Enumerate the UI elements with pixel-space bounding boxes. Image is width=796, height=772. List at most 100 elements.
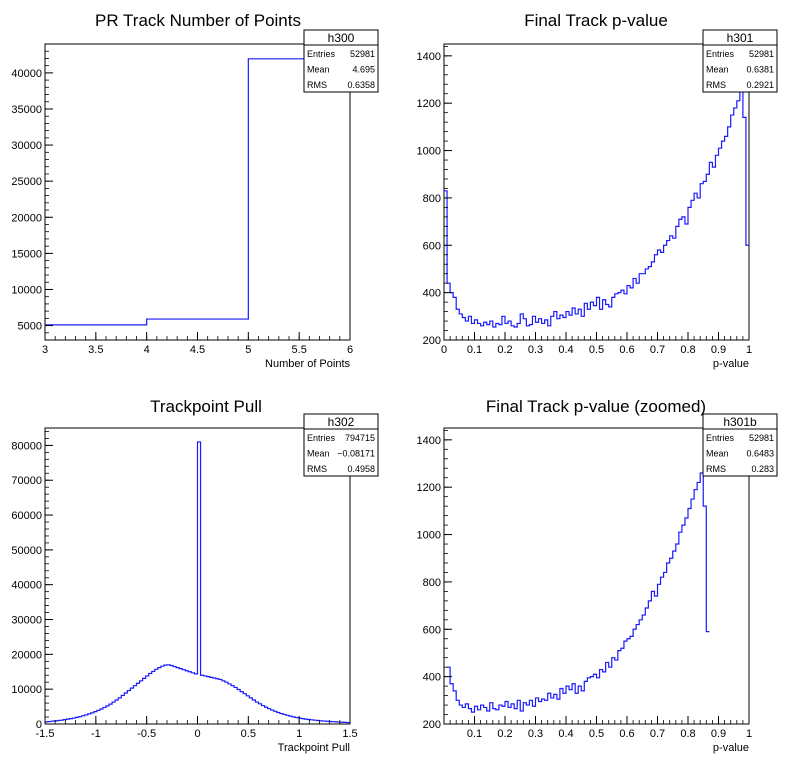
y-tick-label: 80000 [11, 440, 42, 452]
x-tick-label: 0.6 [619, 344, 634, 356]
y-tick-label: 1000 [417, 146, 441, 158]
stats-label: Entries [307, 49, 336, 59]
y-tick-label: 200 [423, 335, 441, 347]
x-tick-label: 1.5 [342, 728, 357, 740]
stats-value: 0.6381 [746, 65, 774, 75]
y-tick-label: 800 [423, 193, 441, 205]
x-tick-label: 4 [144, 344, 150, 356]
y-tick-label: 40000 [11, 68, 42, 80]
stats-label: Mean [307, 449, 330, 459]
stats-label: Mean [706, 449, 729, 459]
y-tick-label: 400 [423, 288, 441, 300]
stats-value: 4.695 [352, 65, 375, 75]
x-tick-label: 0.9 [711, 344, 726, 356]
x-axis-label: p-value [713, 358, 749, 370]
stats-label: Entries [706, 433, 735, 443]
histogram-series [444, 88, 749, 328]
x-tick-label: 3 [42, 344, 48, 356]
stats-label: RMS [307, 80, 327, 90]
y-tick-label: 20000 [11, 212, 42, 224]
stats-value: 794715 [345, 433, 375, 443]
histogram-series [45, 58, 350, 326]
histogram-series [447, 472, 710, 713]
histogram-panel-1: PR Track Number of Points 3 3.5 4 4.5 5 5.5 6 50… [11, 11, 379, 370]
stats-value: 52981 [749, 49, 774, 59]
x-tick-label: 0.2 [497, 728, 512, 740]
histogram-panel-3: Trackpoint Pull -1.5 -1 -0.5 0 0.5 1 1.5 0 10000 2… [11, 397, 379, 754]
stats-label: RMS [706, 464, 726, 474]
x-tick-label: 0.4 [558, 344, 573, 356]
x-tick-label: 0.6 [619, 728, 634, 740]
y-tick-label: 60000 [11, 510, 42, 522]
stats-box-frame [702, 29, 778, 93]
x-tick-label: 0.5 [589, 344, 604, 356]
y-tick-label: 30000 [11, 615, 42, 627]
y-tick-label: 10000 [11, 284, 42, 296]
x-tick-label: 1 [296, 728, 302, 740]
y-tick-label: 5000 [18, 321, 42, 333]
x-tick-label: 0.1 [467, 728, 482, 740]
stats-label: RMS [706, 80, 726, 90]
stats-box-frame [303, 413, 379, 477]
plot-title: Trackpoint Pull [150, 397, 262, 416]
y-tick-label: 70000 [11, 475, 42, 487]
stats-value: 52981 [350, 49, 375, 59]
stats-name: h300 [328, 31, 355, 45]
stats-label: Mean [706, 65, 729, 75]
x-tick-label: 0.5 [589, 728, 604, 740]
stats-box-frame [702, 413, 778, 477]
stats-box: h301b Entries 52981 Mean 0.6483 RMS 0.283 [702, 413, 778, 477]
x-tick-label: 0.7 [650, 728, 665, 740]
x-tick-label: 3.5 [88, 344, 103, 356]
stats-box: h301 Entries 52981 Mean 0.6381 RMS 0.2921 [702, 29, 778, 93]
y-tick-label: 40000 [11, 580, 42, 592]
x-tick-label: 0.9 [711, 728, 726, 740]
x-tick-label: 0.7 [650, 344, 665, 356]
x-tick-label: -0.5 [137, 728, 156, 740]
stats-value: 0.283 [751, 464, 774, 474]
stats-box-frame [303, 29, 379, 93]
plot-title: PR Track Number of Points [95, 11, 301, 30]
stats-box: h302 Entries 794715 Mean −0.08171 RMS 0.4958 [303, 413, 379, 477]
histogram-series [45, 441, 350, 724]
x-tick-label: 6 [347, 344, 353, 356]
y-tick-label: 20000 [11, 649, 42, 661]
y-tick-label: 800 [423, 577, 441, 589]
y-tick-label: 1400 [417, 51, 441, 63]
y-tick-label: 200 [423, 719, 441, 731]
y-tick-label: 600 [423, 240, 441, 252]
stats-value: 52981 [749, 433, 774, 443]
y-tick-label: 1200 [417, 482, 441, 494]
stats-value: 0.2921 [746, 80, 774, 90]
stats-value: 0.6483 [746, 449, 774, 459]
stats-box: h300 Entries 52981 Mean 4.695 RMS 0.6358 [303, 29, 379, 93]
y-tick-label: 1400 [417, 435, 441, 447]
x-tick-label: 0.3 [528, 344, 543, 356]
stats-value: 0.6358 [347, 80, 375, 90]
y-tick-label: 25000 [11, 176, 42, 188]
plot-title: Final Track p-value [524, 11, 668, 30]
x-tick-label: 0.3 [528, 728, 543, 740]
stats-value: 0.4958 [347, 464, 375, 474]
stats-label: Entries [307, 433, 336, 443]
y-tick-label: 35000 [11, 104, 42, 116]
y-tick-label: 50000 [11, 545, 42, 557]
stats-name: h301b [723, 415, 757, 429]
y-tick-label: 15000 [11, 248, 42, 260]
x-axis-label: Trackpoint Pull [278, 742, 350, 754]
y-tick-label: 600 [423, 624, 441, 636]
x-tick-label: 4.5 [190, 344, 205, 356]
histogram-panel-4: Final Track p-value (zoomed) 0.1 0.2 0.3 0.4… [417, 397, 778, 754]
x-axis-label: p-value [713, 742, 749, 754]
y-tick-label: 1000 [417, 530, 441, 542]
stats-name: h302 [328, 415, 355, 429]
plot-title: Final Track p-value (zoomed) [486, 397, 706, 416]
stats-name: h301 [727, 31, 754, 45]
x-tick-label: 0.1 [467, 344, 482, 356]
x-tick-label: 1 [746, 728, 752, 740]
x-tick-label: 0.4 [558, 728, 573, 740]
x-axis-label: Number of Points [265, 358, 350, 370]
y-tick-label: 30000 [11, 140, 42, 152]
x-tick-label: 1 [746, 344, 752, 356]
